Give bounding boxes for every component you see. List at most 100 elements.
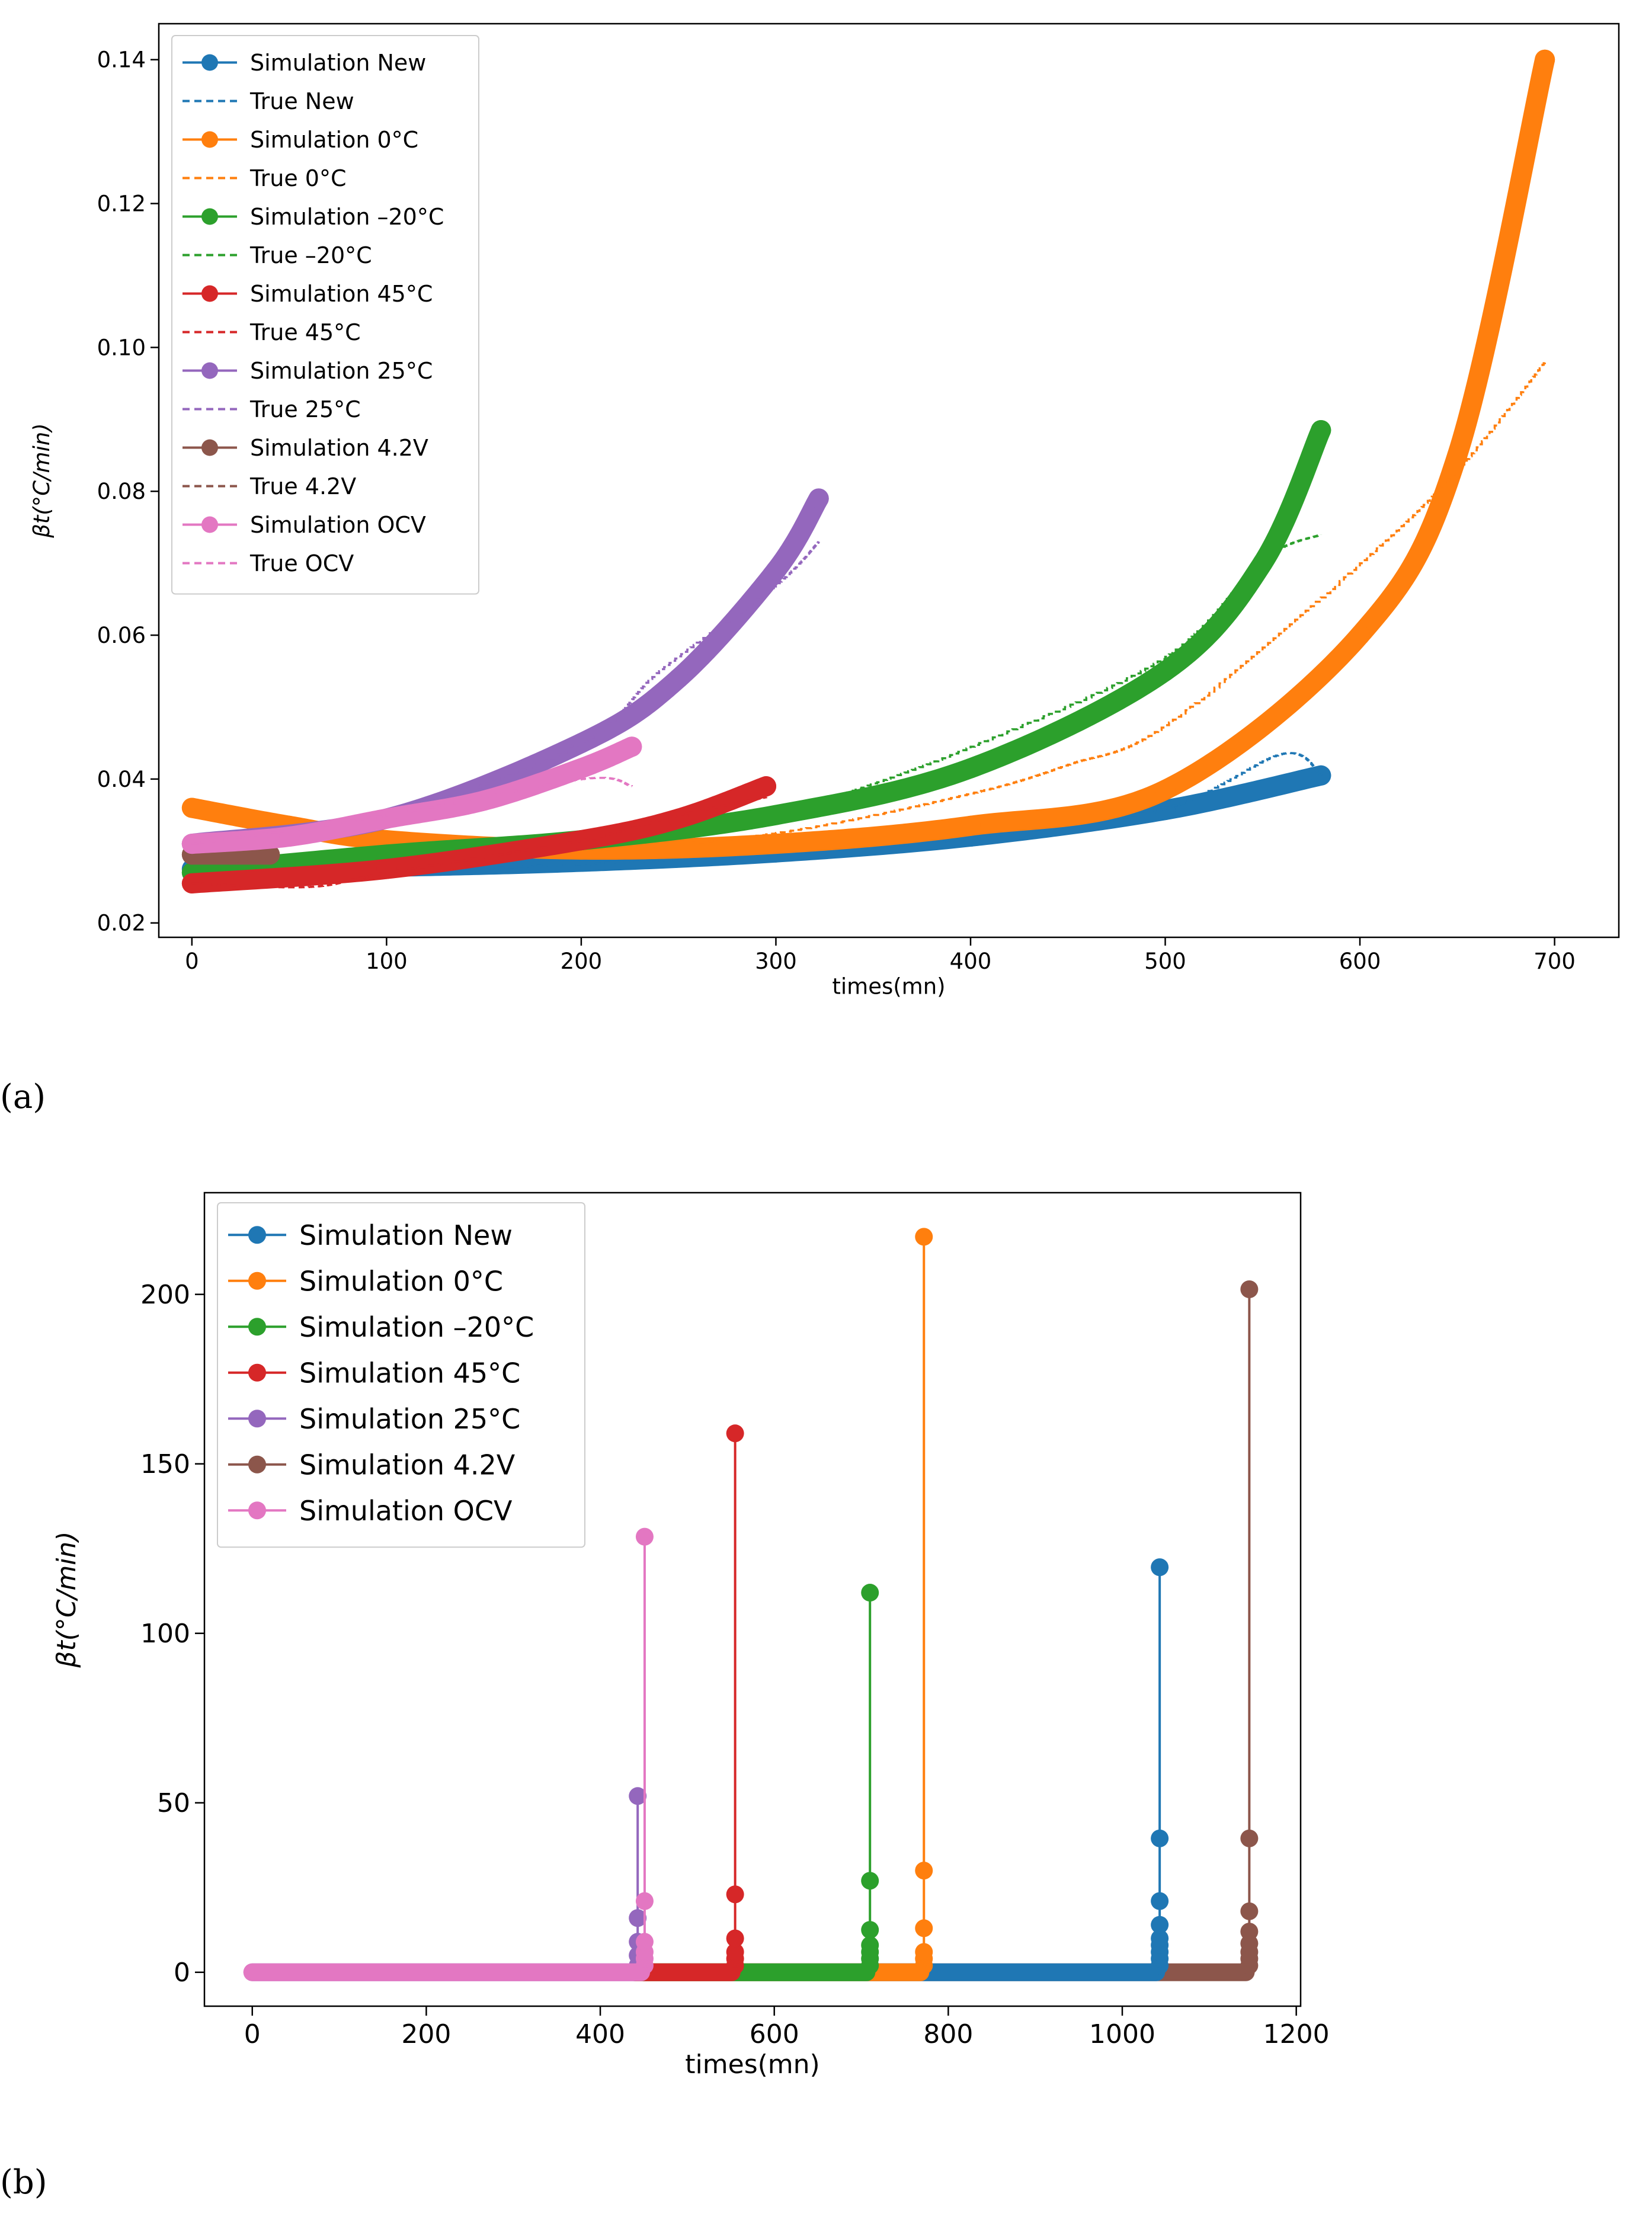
legend-item-true-4-2v: True 4.2V: [183, 473, 356, 499]
legend-box: [171, 35, 479, 595]
true-curve-true-45-c: [191, 796, 767, 889]
series-simulation-ocv: [243, 1527, 654, 1981]
spike-point: [726, 1929, 744, 1948]
simulation-point: [668, 668, 689, 688]
simulation-point: [668, 808, 689, 829]
legend-box: [217, 1202, 585, 1548]
spike-point: [1240, 1280, 1259, 1299]
legend-label: Simulation New: [250, 50, 426, 76]
simulation-point: [571, 830, 591, 851]
legend-label: Simulation 45°C: [250, 281, 433, 307]
legend-label: True 25°C: [249, 396, 361, 422]
spike-point: [1151, 1558, 1169, 1577]
legend-label: Simulation 25°C: [250, 358, 433, 384]
legend-item-simulation-20-c: Simulation –20°C: [228, 1311, 534, 1343]
spike-point: [629, 1787, 647, 1805]
legend-item-simulation-4-2v: Simulation 4.2V: [228, 1449, 516, 1481]
x-tick-label: 200: [561, 949, 603, 974]
legend-swatch-marker: [248, 1226, 266, 1244]
y-tick-label: 0: [174, 1958, 190, 1988]
simulation-point: [571, 733, 591, 754]
legend-swatch-marker: [248, 1455, 266, 1474]
simulation-point: [260, 844, 280, 865]
x-tick-label: 500: [1144, 949, 1186, 974]
x-tick-label: 600: [750, 2019, 799, 2049]
simulation-point: [808, 488, 829, 509]
x-axis-label: times(mn): [832, 973, 945, 999]
legend-swatch-marker: [201, 439, 218, 456]
x-tick-label: 1000: [1089, 2019, 1155, 2049]
simulation-point: [376, 859, 397, 879]
spike-point: [726, 1424, 744, 1443]
legend-item-simulation-new: Simulation New: [228, 1219, 513, 1251]
legend-label: True OCV: [249, 550, 354, 576]
legend-item-true-45-c: True 45°C: [183, 319, 361, 345]
legend-item-true-25-c: True 25°C: [183, 396, 361, 422]
true-curve-true-ocv: [191, 777, 633, 845]
spike-point: [629, 1909, 647, 1927]
spike-point: [635, 1933, 654, 1951]
legend-item-simulation-4-2v: Simulation 4.2V: [183, 435, 428, 461]
chart-a: 0 100 200 300 400 500 600 700 0.02 0.04 0.06 0.08 0.…: [29, 23, 1620, 999]
legend-label: True New: [249, 88, 354, 114]
true-curve-true-4-2v: [191, 857, 271, 863]
legend-label: True 4.2V: [249, 473, 356, 499]
panel-label-a: (a): [0, 1078, 46, 1116]
y-tick-label: 0.08: [97, 479, 146, 504]
x-tick-label: 0: [244, 2019, 261, 2049]
simulation-point: [1155, 780, 1176, 800]
simulation-point: [960, 815, 981, 836]
legend-label: True 0°C: [249, 165, 347, 191]
legend-item-simulation-45-c: Simulation 45°C: [183, 281, 433, 307]
legend-swatch-marker: [201, 54, 218, 71]
legend-item-true-0-c: True 0°C: [183, 165, 347, 191]
spike-point: [635, 1527, 654, 1546]
y-tick-label: 50: [157, 1788, 190, 1818]
legend-swatch-marker: [201, 131, 218, 148]
spike-point: [1151, 1929, 1169, 1948]
legend-swatch-marker: [248, 1410, 266, 1428]
series-true-4-2v: [191, 857, 271, 863]
legend-swatch-marker: [248, 1271, 266, 1290]
series-simulation-45-c: [626, 1424, 744, 1981]
legend-item-simulation-new: Simulation New: [183, 50, 426, 76]
spike-point: [861, 1584, 879, 1602]
x-tick-label: 600: [1339, 949, 1381, 974]
spike-point: [915, 1228, 933, 1246]
legend-swatch-marker: [248, 1318, 266, 1336]
simulation-point: [1535, 49, 1555, 70]
simulation-point: [376, 808, 397, 829]
y-tick-label: 100: [140, 1619, 190, 1649]
spike-point: [1151, 1892, 1169, 1910]
spike-point: [1240, 1923, 1259, 1941]
simulation-point: [1447, 445, 1468, 466]
legend-item-true-new: True New: [183, 88, 354, 114]
legend-item-simulation-25-c: Simulation 25°C: [183, 358, 433, 384]
spike-point: [861, 1921, 879, 1939]
x-tick-label: 800: [923, 2019, 973, 2049]
x-axis-label: times(mn): [685, 2049, 819, 2080]
legend-swatch-marker: [201, 516, 218, 533]
simulation-curve-simulation-20-c: [181, 420, 1331, 883]
simulation-point: [1155, 661, 1176, 681]
legend-item-simulation-0-c: Simulation 0°C: [228, 1265, 503, 1297]
legend-swatch-marker: [248, 1501, 266, 1520]
spike-point: [1240, 1829, 1259, 1847]
spike-point: [726, 1885, 744, 1904]
spike-point: [635, 1892, 654, 1910]
legend-label: Simulation 4.2V: [299, 1449, 516, 1481]
legend-item-true-ocv: True OCV: [183, 550, 354, 576]
legend-swatch-marker: [201, 208, 218, 225]
chart-b: 0 200 400 600 800 1000 1200 0 50 100 150 200 times(m…: [52, 1192, 1330, 2080]
x-tick-label: 100: [366, 949, 408, 974]
x-tick-label: 200: [401, 2019, 451, 2049]
spike-point: [915, 1943, 933, 1961]
x-tick-label: 700: [1533, 949, 1576, 974]
y-tick-label: 0.02: [97, 911, 146, 936]
spike-point: [726, 1943, 744, 1961]
spike-point: [1151, 1916, 1169, 1934]
x-tick-label: 400: [950, 949, 992, 974]
simulation-point: [181, 797, 202, 818]
y-tick-label: 150: [140, 1449, 190, 1479]
x-tick-label: 300: [755, 949, 797, 974]
